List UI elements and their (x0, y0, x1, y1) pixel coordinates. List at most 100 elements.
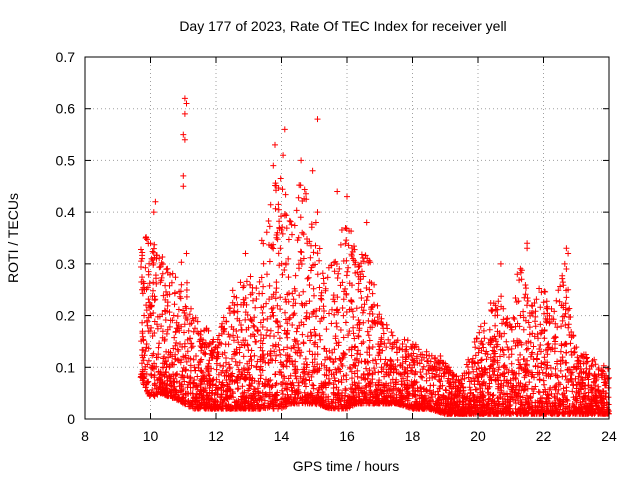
data-point (270, 162, 277, 169)
data-point (328, 262, 335, 269)
data-point (399, 341, 406, 347)
data-point (234, 334, 241, 341)
data-point (571, 345, 578, 352)
data-point (272, 392, 279, 399)
data-point (265, 400, 272, 407)
data-point (536, 376, 543, 383)
data-point (277, 323, 284, 330)
data-point (149, 293, 156, 300)
data-point (330, 292, 337, 299)
data-point (335, 365, 341, 372)
data-point (326, 310, 332, 317)
data-point (347, 365, 354, 372)
data-point (272, 341, 279, 348)
data-point (508, 360, 515, 367)
data-point (387, 357, 394, 364)
data-point (180, 172, 187, 179)
data-point (551, 308, 558, 315)
data-point (292, 288, 299, 294)
data-point (428, 352, 435, 359)
data-point (283, 363, 290, 370)
data-point (250, 297, 256, 304)
data-point (568, 334, 575, 341)
data-point (187, 374, 194, 381)
data-point (172, 329, 179, 336)
data-point (217, 394, 223, 401)
data-point (166, 373, 173, 380)
data-point (263, 300, 270, 307)
data-point (194, 318, 201, 325)
data-point (229, 388, 236, 395)
data-point (442, 360, 449, 367)
data-point (138, 371, 145, 378)
data-point (496, 330, 503, 337)
data-point (274, 302, 281, 309)
data-point (570, 382, 576, 389)
data-point (235, 339, 242, 346)
data-point (527, 312, 534, 319)
data-point (317, 318, 324, 325)
data-point (588, 410, 595, 417)
data-point (208, 396, 215, 402)
data-point (493, 306, 500, 313)
data-point (148, 255, 155, 262)
data-point (307, 329, 314, 336)
data-point (520, 326, 527, 333)
data-point (260, 260, 267, 267)
data-point (306, 298, 313, 305)
data-point (244, 341, 251, 348)
data-point (582, 382, 589, 389)
data-point (577, 401, 584, 408)
data-point (297, 373, 304, 380)
data-point (541, 381, 548, 388)
data-point (497, 394, 504, 400)
data-point (236, 344, 243, 351)
data-point (305, 274, 312, 281)
data-point (260, 335, 267, 342)
data-point (328, 371, 335, 378)
data-point (545, 340, 552, 347)
data-point (145, 357, 152, 364)
data-point (364, 328, 371, 335)
data-point (500, 316, 507, 323)
data-point (175, 306, 182, 313)
data-point (410, 381, 417, 388)
data-point (342, 387, 349, 394)
data-point (163, 330, 170, 337)
data-point (568, 348, 575, 355)
data-point (354, 367, 361, 374)
data-point (316, 284, 323, 291)
data-point (224, 395, 231, 402)
data-point (261, 383, 268, 390)
data-point (346, 346, 353, 353)
data-point (184, 279, 190, 286)
data-point (573, 397, 580, 404)
data-point (560, 409, 567, 416)
data-point (344, 193, 350, 200)
data-point (292, 300, 299, 307)
data-point (239, 394, 246, 401)
data-point (178, 281, 185, 288)
data-point (176, 288, 183, 295)
data-point (283, 260, 289, 267)
data-point (153, 385, 160, 392)
data-point (453, 404, 460, 411)
data-point (182, 390, 189, 397)
data-point (282, 316, 289, 323)
data-point (343, 376, 350, 383)
data-point (231, 337, 237, 344)
data-point (521, 366, 528, 373)
data-point (256, 366, 263, 373)
data-point (559, 279, 566, 286)
data-point (252, 338, 259, 345)
data-point (245, 398, 252, 405)
data-point (482, 410, 489, 417)
data-point (567, 314, 574, 320)
data-point (583, 354, 590, 361)
data-point (162, 282, 169, 289)
data-point (230, 326, 237, 333)
data-point (516, 406, 523, 413)
data-point (143, 344, 150, 351)
data-point (294, 366, 301, 373)
data-point (406, 390, 413, 397)
